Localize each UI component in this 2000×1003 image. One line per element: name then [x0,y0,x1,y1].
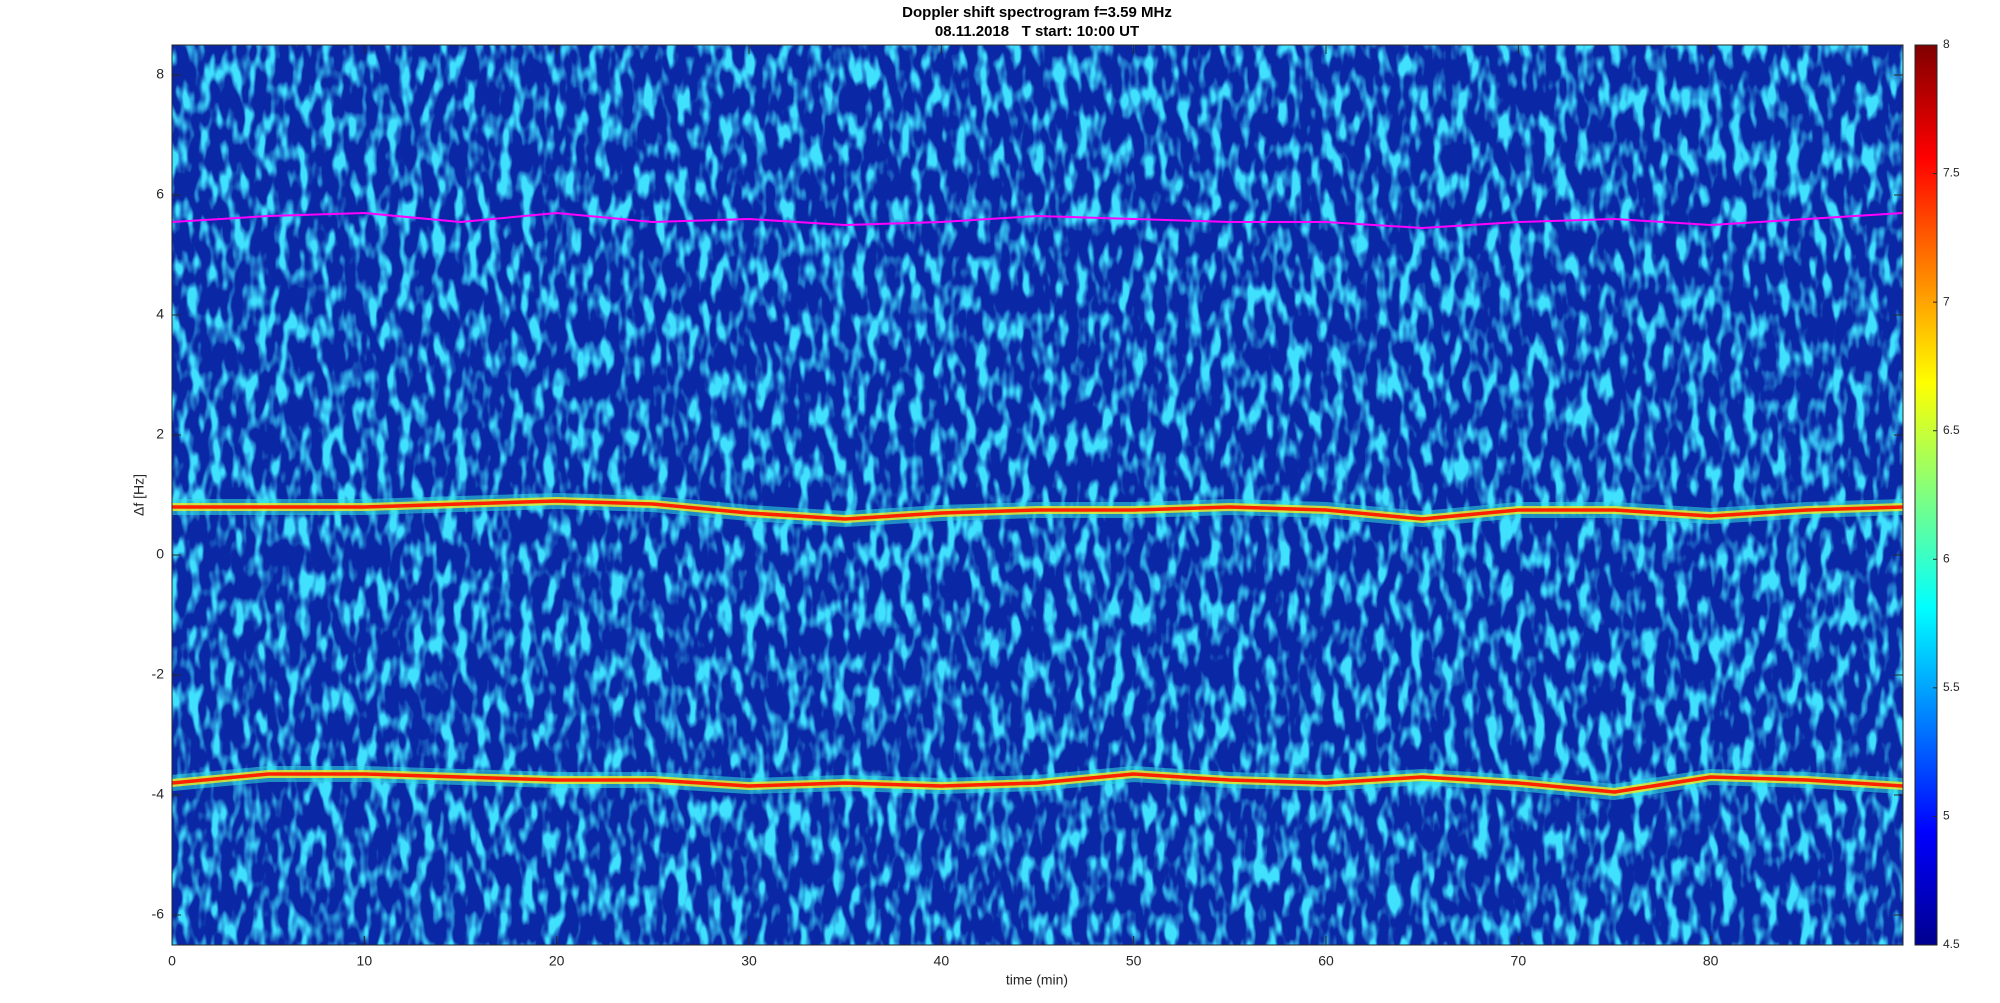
x-axis-label: time (min) [1006,972,1068,988]
x-tick-label: 10 [357,953,373,969]
y-tick-label: 0 [156,546,164,562]
x-tick-label: 80 [1703,953,1719,969]
y-tick-label: 8 [156,66,164,82]
trace-line [172,499,1904,521]
x-tick-label: 70 [1511,953,1527,969]
y-tick-label: 6 [156,186,164,202]
colorbar-tick-label: 8 [1943,37,1950,51]
chart-subtitle: 08.11.2018 T start: 10:00 UT [935,23,1139,40]
x-tick-label: 30 [741,953,757,969]
y-tick-label: -6 [152,906,165,922]
y-tick-label: 2 [156,426,164,442]
x-tick-label: 60 [1318,953,1334,969]
x-tick-label: 20 [549,953,565,969]
y-axis-label: Δf [Hz] [131,474,147,516]
x-tick-label: 0 [168,953,176,969]
y-tick-label: 4 [156,306,164,322]
plot-frame [171,44,1904,946]
colorbar-tick-label: 6 [1943,551,1950,565]
colorbar [1915,45,1937,945]
colorbar-tick-label: 6.5 [1943,423,1960,437]
colorbar-tick-label: 5.5 [1943,680,1960,694]
spectrogram-texture [172,45,1903,945]
trace-line [171,212,1904,229]
y-tick-label: -2 [152,666,165,682]
x-tick-label: 40 [934,953,950,969]
y-tick-label: -4 [152,786,165,802]
x-tick-label: 50 [1126,953,1142,969]
chart-title: Doppler shift spectrogram f=3.59 MHz [902,4,1172,21]
colorbar-tick-label: 7.5 [1943,166,1960,180]
colorbar-frame [1914,44,1938,946]
colorbar-tick-label: 5 [1943,809,1950,823]
trace-line [171,772,1904,794]
colorbar-tick-label: 4.5 [1943,937,1960,951]
colorbar-tick-label: 7 [1943,294,1950,308]
